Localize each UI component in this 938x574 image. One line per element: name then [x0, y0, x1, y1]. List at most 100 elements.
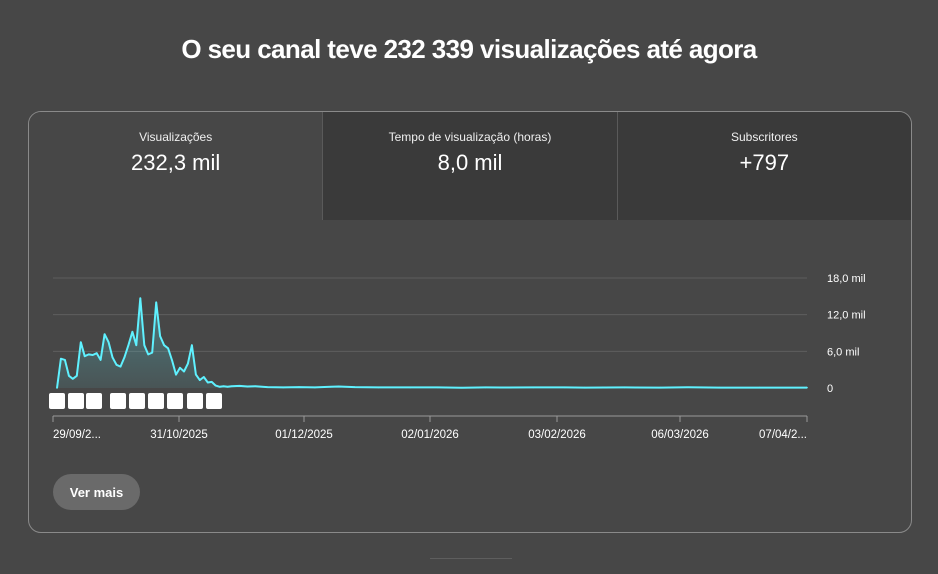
data-point	[222, 385, 225, 387]
data-point	[159, 335, 161, 337]
data-point	[437, 386, 439, 389]
data-point	[584, 386, 586, 389]
video-marker[interactable]	[129, 393, 145, 409]
data-point	[460, 386, 463, 389]
y-tick-label: 0	[827, 383, 833, 395]
analytics-card: Visualizações 232,3 mil Tempo de visuali…	[28, 111, 912, 533]
data-point	[314, 386, 316, 389]
data-point	[127, 344, 130, 346]
data-point	[330, 386, 332, 388]
data-point	[115, 364, 118, 366]
x-tick-label: 07/04/2...	[759, 429, 807, 441]
data-point	[238, 385, 241, 387]
x-tick-label: 03/02/2026	[528, 429, 586, 441]
data-point	[226, 386, 229, 388]
views-area	[57, 298, 807, 388]
data-point	[91, 354, 94, 356]
views-line	[56, 297, 807, 389]
tab-subscribers-value: +797	[739, 150, 790, 175]
x-tick-label: 01/12/2025	[275, 429, 333, 441]
video-marker[interactable]	[148, 393, 164, 409]
tab-watch-time-label: Tempo de visualização (horas)	[388, 130, 552, 144]
video-marker[interactable]	[49, 393, 65, 409]
tab-views-label: Visualizações	[139, 130, 213, 144]
data-point	[80, 341, 82, 343]
data-point	[659, 386, 661, 389]
tab-watch-time[interactable]: Tempo de visualização (horas) 8,0 mil	[322, 112, 617, 220]
data-point	[806, 386, 808, 389]
data-point	[151, 351, 153, 354]
data-point	[687, 386, 689, 389]
data-point	[214, 384, 217, 387]
data-point	[758, 386, 761, 389]
data-point	[218, 386, 221, 388]
data-point	[123, 356, 126, 359]
video-marker[interactable]	[110, 393, 126, 409]
data-point	[95, 352, 98, 354]
data-point	[175, 373, 177, 376]
data-point	[199, 379, 201, 381]
data-point	[254, 385, 257, 387]
data-point	[409, 386, 412, 389]
data-point	[266, 386, 269, 388]
data-point	[135, 344, 138, 346]
data-point	[353, 386, 356, 388]
y-tick-label: 18,0 mil	[827, 273, 866, 285]
data-point	[282, 386, 284, 389]
ver-mais-button[interactable]: Ver mais	[53, 474, 140, 510]
bottom-divider	[430, 558, 512, 559]
video-marker[interactable]	[167, 393, 183, 409]
data-point	[68, 375, 70, 377]
data-point	[87, 353, 90, 356]
data-point	[179, 367, 181, 369]
tab-watch-time-value: 8,0 mil	[437, 150, 503, 175]
x-tick-label: 29/09/2...	[53, 429, 101, 441]
data-point	[183, 370, 185, 373]
x-tick-label: 31/10/2025	[150, 429, 208, 441]
data-point	[143, 344, 146, 346]
x-tick-label: 06/03/2026	[651, 429, 709, 441]
data-point	[195, 373, 197, 376]
data-point	[147, 353, 149, 356]
video-marker[interactable]	[187, 393, 203, 409]
data-point	[167, 347, 169, 350]
x-tick-label: 02/01/2026	[401, 429, 459, 441]
video-marker[interactable]	[68, 393, 84, 409]
data-point	[298, 386, 300, 388]
metric-tabs: Visualizações 232,3 mil Tempo de visuali…	[29, 112, 911, 220]
data-point	[718, 386, 721, 389]
data-point	[564, 386, 566, 389]
y-tick-label: 6,0 mil	[827, 346, 859, 358]
data-point	[111, 356, 114, 359]
y-tick-label: 12,0 mil	[827, 310, 866, 322]
data-point	[83, 355, 86, 357]
data-point	[210, 381, 213, 383]
data-point	[187, 362, 189, 365]
views-chart: 29/09/2... 31/10/2025 01/12/2025 02/01/2026…	[49, 273, 866, 441]
data-point	[155, 301, 157, 304]
data-point	[131, 331, 134, 333]
tab-views[interactable]: Visualizações 232,3 mil	[29, 112, 323, 220]
data-point	[171, 359, 173, 362]
tab-subscribers[interactable]: Subscritores +797	[616, 112, 911, 220]
data-point	[99, 359, 102, 361]
data-point	[337, 385, 340, 388]
page-headline: O seu canal teve 232 339 visualizações a…	[181, 34, 757, 64]
data-point	[191, 344, 193, 346]
data-point	[103, 333, 106, 335]
data-point	[230, 385, 233, 387]
tab-subscribers-label: Subscritores	[730, 130, 798, 144]
data-point	[532, 386, 534, 389]
data-point	[484, 386, 487, 389]
data-point	[207, 381, 209, 384]
video-marker[interactable]	[86, 393, 102, 409]
data-point	[246, 385, 249, 388]
data-point	[377, 386, 380, 389]
data-point	[623, 386, 626, 389]
data-point	[500, 386, 503, 389]
video-marker[interactable]	[206, 393, 222, 409]
data-point	[72, 378, 74, 380]
tab-views-value: 232,3 mil	[131, 150, 221, 175]
data-point	[163, 344, 165, 346]
data-point	[119, 365, 122, 368]
